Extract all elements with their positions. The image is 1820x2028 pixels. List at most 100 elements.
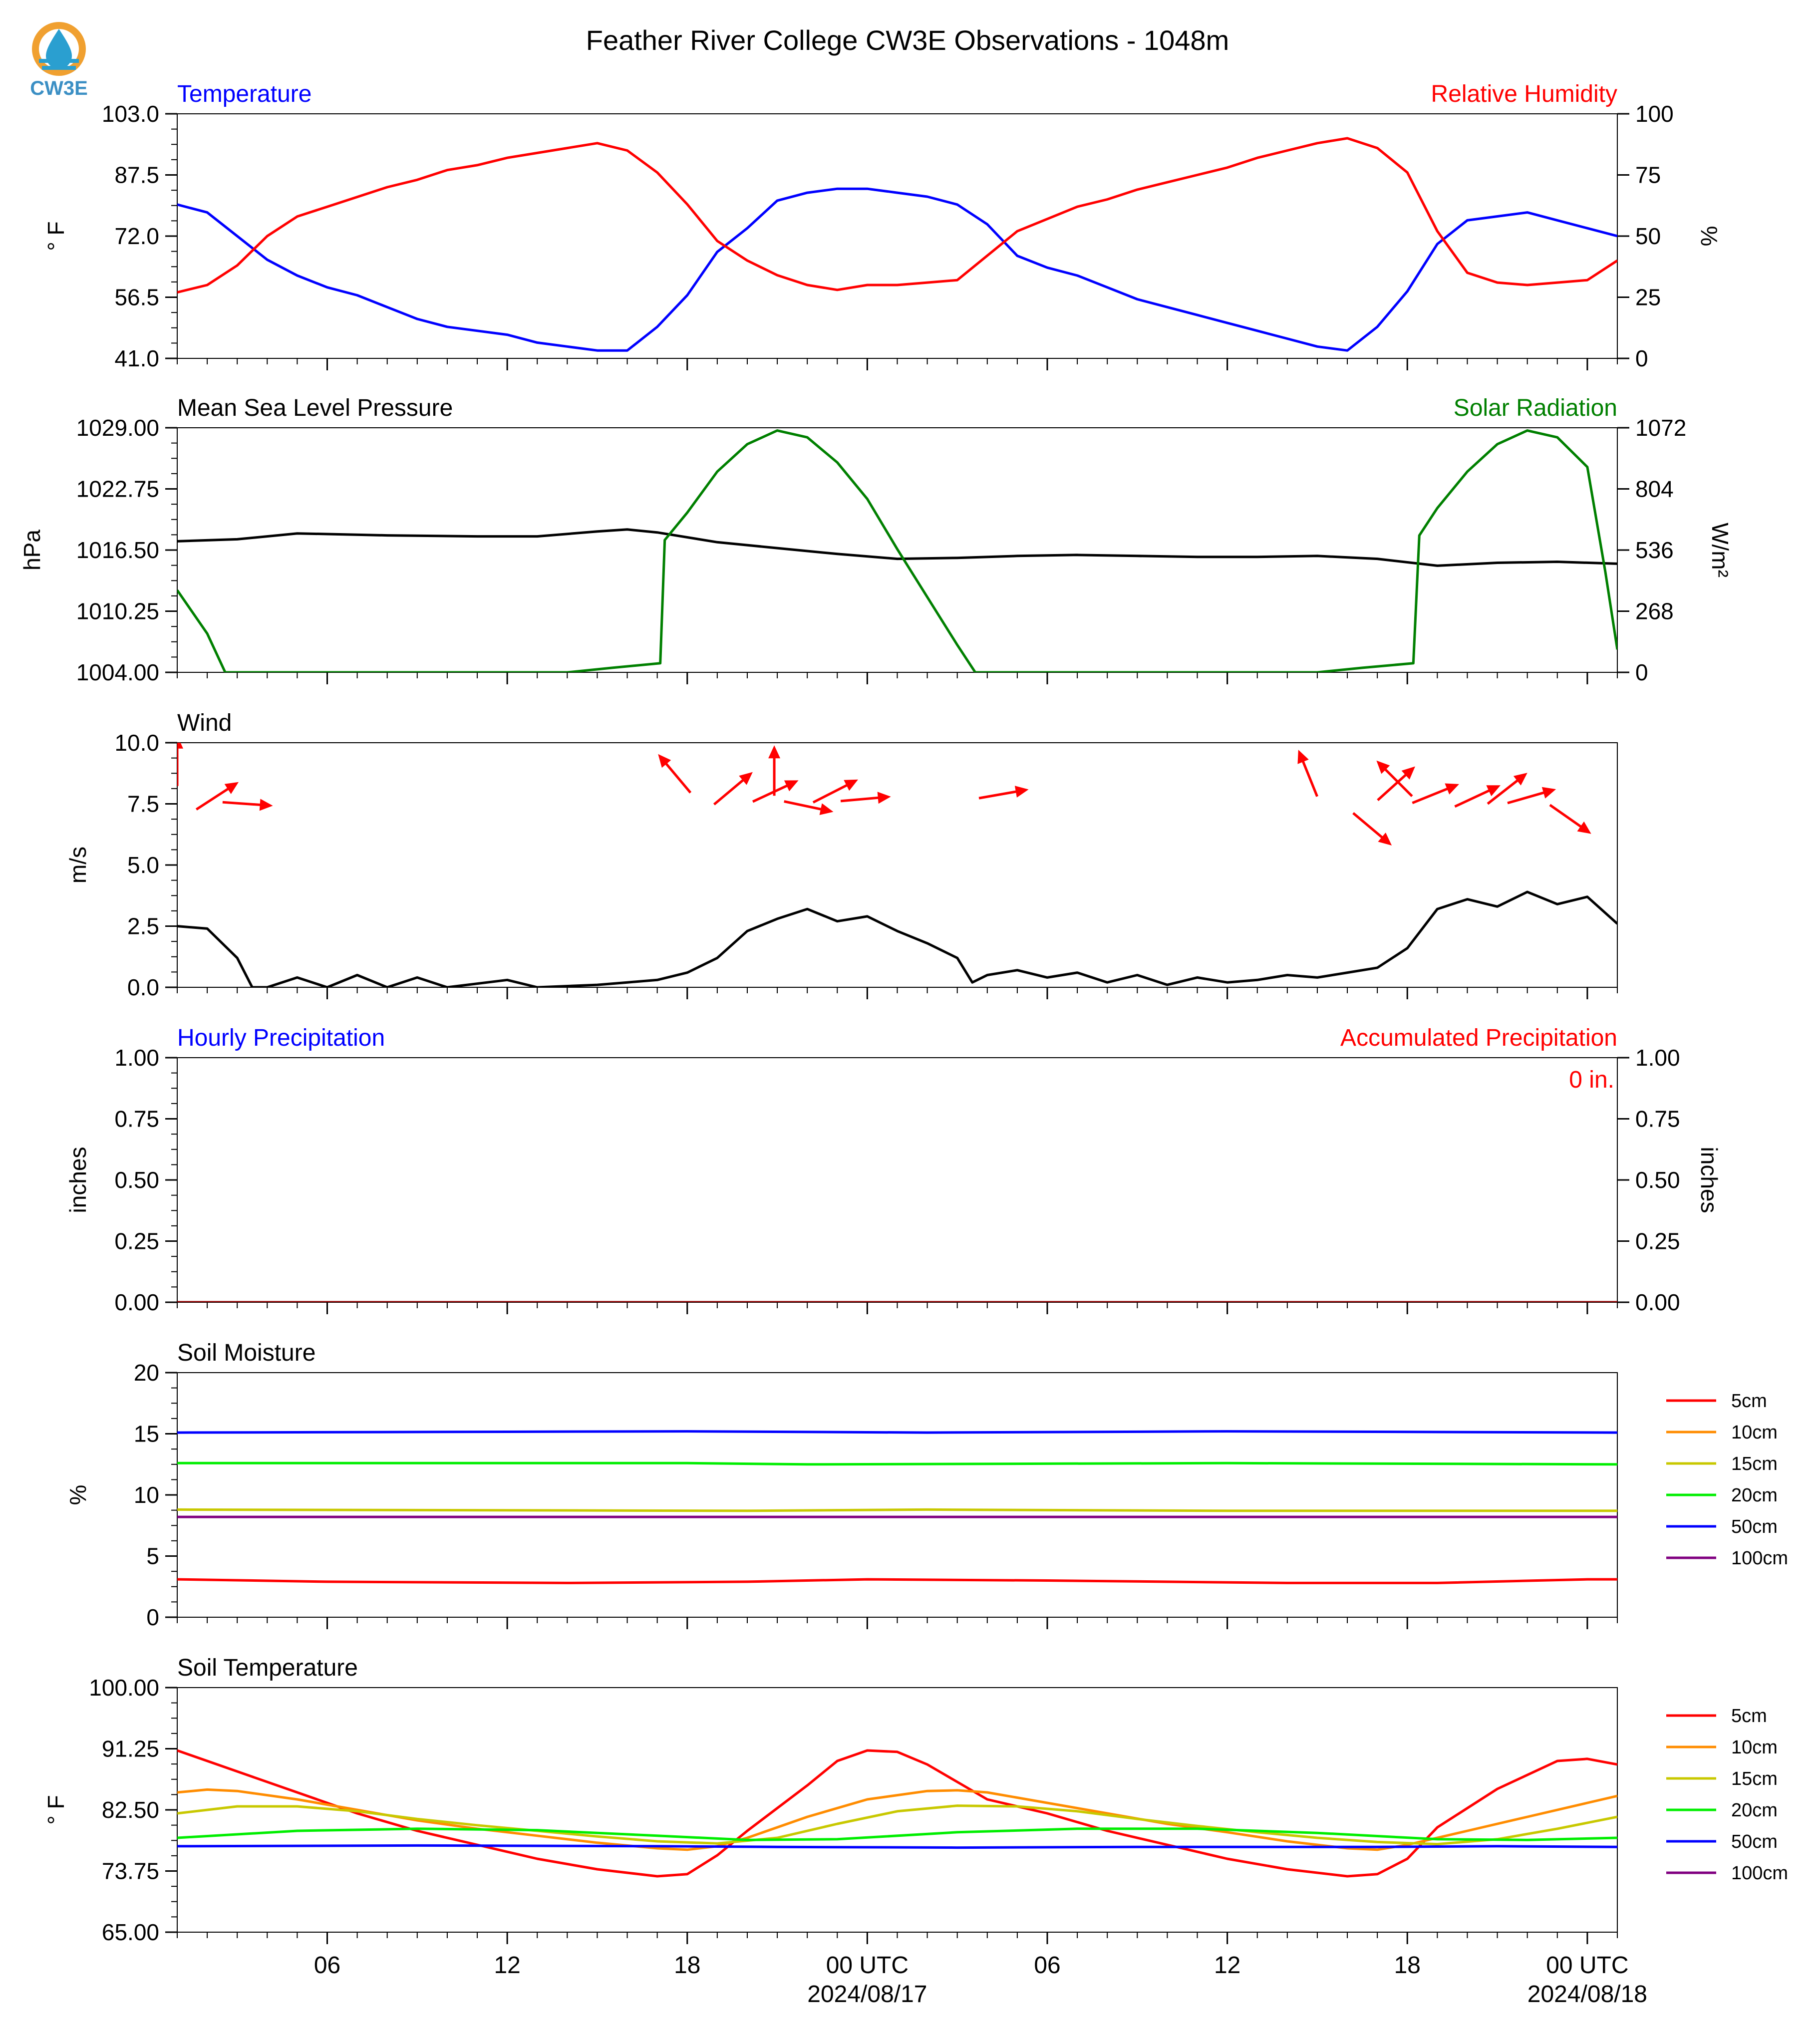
wind-arrow xyxy=(222,799,273,811)
y-axis-label-left: % xyxy=(65,1485,91,1505)
y-tick-label: 20 xyxy=(134,1360,159,1386)
y-right-tick-label: 0 xyxy=(1635,345,1648,371)
panel-title-left: Temperature xyxy=(177,81,311,107)
x-tick-label: 18 xyxy=(674,1952,700,1979)
wind-arrow-head xyxy=(1513,773,1527,786)
logo-text: CW3E xyxy=(30,77,88,99)
y-tick-label: 1010.25 xyxy=(76,598,159,624)
y-tick-label: 7.5 xyxy=(127,791,159,817)
y-right-tick-label: 1072 xyxy=(1635,415,1686,441)
y-right-tick-label: 0.75 xyxy=(1635,1106,1680,1132)
y-axis-label-left: inches xyxy=(65,1147,91,1213)
y-tick-label: 0.25 xyxy=(114,1228,159,1254)
series-line-50cm xyxy=(177,1430,1617,1434)
series-line-0 xyxy=(177,528,1617,567)
x-tick-label: 06 xyxy=(314,1952,340,1979)
wind-arrow-head xyxy=(259,799,273,811)
y-axis-label-left: m/s xyxy=(65,847,91,883)
series-line-5cm xyxy=(177,1578,1617,1584)
legend: 5cm 10cm 15cm 20cm 50cm 100cm xyxy=(1666,1706,1788,1884)
legend-label: 10cm xyxy=(1731,1422,1778,1443)
y-tick-label: 56.5 xyxy=(114,285,159,310)
y-right-tick-label: 0.50 xyxy=(1635,1167,1680,1193)
y-tick-label: 91.25 xyxy=(102,1736,159,1762)
y-tick-label: 103.0 xyxy=(102,101,159,127)
wind-arrow xyxy=(1376,760,1413,797)
y-right-tick-label: 536 xyxy=(1635,537,1674,563)
series-line-0 xyxy=(177,890,1617,987)
y-tick-label: 1016.50 xyxy=(76,537,159,563)
wind-arrow-head xyxy=(1297,750,1309,764)
series-line-50cm xyxy=(177,1844,1617,1849)
y-tick-label: 0 xyxy=(146,1604,159,1630)
wind-arrow xyxy=(1297,750,1319,797)
wind-arrow xyxy=(978,786,1029,800)
y-right-tick-label: 0.00 xyxy=(1635,1289,1680,1315)
y-right-tick-label: 804 xyxy=(1635,476,1674,502)
x-tick-label: 18 xyxy=(1394,1952,1421,1979)
y-axis-label-left: hPa xyxy=(19,530,45,571)
y-tick-label: 72.0 xyxy=(114,223,159,249)
y-tick-label: 0.0 xyxy=(127,974,159,1000)
wind-arrow xyxy=(812,779,858,804)
series-line-20cm xyxy=(177,1827,1617,1841)
y-right-tick-label: 50 xyxy=(1635,223,1661,249)
panel-title-left: Mean Sea Level Pressure xyxy=(177,395,453,421)
y-tick-label: 10 xyxy=(134,1482,159,1508)
wind-arrow xyxy=(752,780,799,803)
y-axis-label-right: W/m² xyxy=(1707,523,1733,578)
cw3e-logo: CW3E xyxy=(30,22,88,99)
panel-temp_rh: 103.0 87.5 72.0 56.5 41.0 100 75 50 25 0 Temperatu… xyxy=(43,81,1722,371)
legend-label: 100cm xyxy=(1731,1863,1788,1884)
panel-title-left: Wind xyxy=(177,710,232,736)
y-right-tick-label: 0 xyxy=(1635,659,1648,685)
wind-arrow-head xyxy=(224,782,239,794)
y-axis-label-right: inches xyxy=(1696,1147,1722,1213)
panel-title-right: Relative Humidity xyxy=(1431,81,1617,107)
wind-arrow-head xyxy=(1486,785,1501,797)
wind-arrow-head xyxy=(784,780,799,792)
wind-arrow-head xyxy=(739,772,753,785)
y-axis-label-right: % xyxy=(1696,226,1722,247)
wind-arrow-head xyxy=(1376,760,1390,774)
wind-arrow-head xyxy=(877,792,891,804)
wind-arrow-head xyxy=(1014,786,1029,798)
y-tick-label: 5.0 xyxy=(127,852,159,878)
legend-label: 5cm xyxy=(1731,1706,1767,1727)
y-tick-label: 15 xyxy=(134,1421,159,1447)
y-right-tick-label: 100 xyxy=(1635,101,1674,127)
series-line-1 xyxy=(177,429,1617,672)
wind-arrow xyxy=(1412,783,1459,805)
legend-label: 20cm xyxy=(1731,1485,1778,1506)
y-right-tick-label: 0.25 xyxy=(1635,1228,1680,1254)
panel-title-right: Solar Radiation xyxy=(1454,395,1617,421)
wind-arrow xyxy=(195,782,239,811)
wind-arrow-head xyxy=(658,754,671,768)
series-line-1 xyxy=(177,137,1617,294)
panel-soil_temp: 100.00 91.25 82.50 73.75 65.00 Soil Temperatu… xyxy=(43,1655,1788,2008)
panel-title-left: Soil Moisture xyxy=(177,1340,315,1366)
y-tick-label: 0.50 xyxy=(114,1167,159,1193)
x-tick-label: 12 xyxy=(494,1952,520,1979)
wind-arrow-head xyxy=(1541,787,1556,799)
wind-arrow-head xyxy=(177,743,183,749)
y-axis-label-left: ° F xyxy=(43,1795,69,1824)
y-tick-label: 0.75 xyxy=(114,1106,159,1132)
wind-arrow-head xyxy=(1577,821,1591,834)
wind-arrow xyxy=(1487,773,1527,805)
page-title: Feather River College CW3E Observations … xyxy=(586,24,1229,56)
panel-title-left: Soil Temperature xyxy=(177,1655,358,1681)
x-tick-label: 00 UTC xyxy=(826,1952,909,1979)
legend-label: 50cm xyxy=(1731,1516,1778,1537)
wind-arrow xyxy=(1352,812,1392,846)
y-tick-label: 73.75 xyxy=(102,1858,159,1884)
y-tick-label: 65.00 xyxy=(102,1919,159,1945)
series-line-15cm xyxy=(177,1508,1617,1512)
y-right-tick-label: 1.00 xyxy=(1635,1045,1680,1071)
panel-wind: 10.0 7.5 5.0 2.5 0.0 Wind m/s xyxy=(65,710,1618,1000)
legend-label: 10cm xyxy=(1731,1737,1778,1758)
wind-arrow xyxy=(1549,804,1591,834)
wind-arrow xyxy=(713,772,753,806)
wind-arrow-head xyxy=(1378,833,1392,846)
